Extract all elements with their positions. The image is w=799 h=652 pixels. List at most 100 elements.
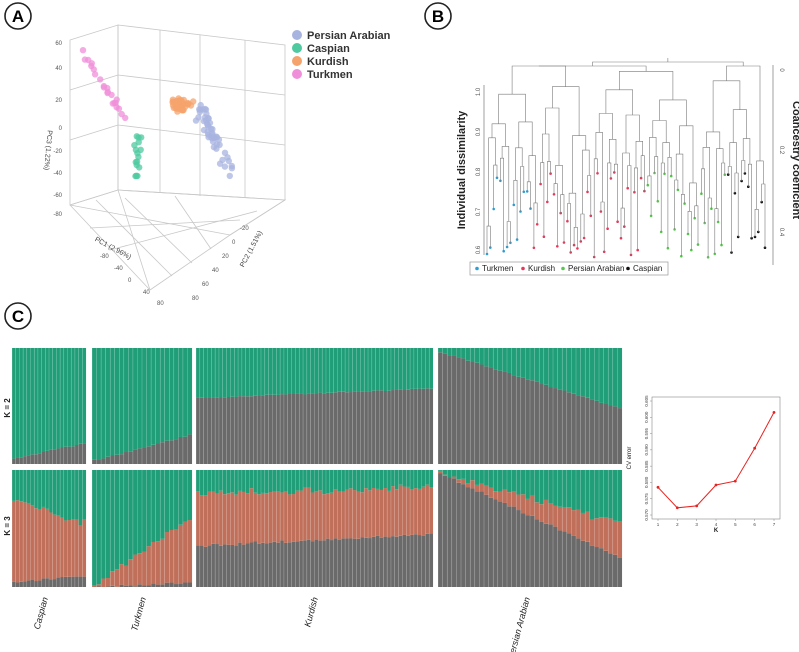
admix-bar-green — [566, 348, 572, 393]
admix-bar-gray — [589, 399, 595, 464]
admix-bar-orange — [234, 494, 239, 546]
admix-bar-green — [101, 348, 106, 459]
admix-bar-gray — [132, 449, 138, 464]
admix-bar-gray — [207, 397, 212, 464]
admix-bar-gray — [249, 542, 254, 587]
admix-bar-gray — [310, 541, 315, 587]
admix-bar-orange — [295, 490, 300, 542]
admix-bar-orange — [37, 509, 42, 581]
admix-bar-green — [207, 470, 212, 492]
admix-bar-gray — [516, 510, 521, 587]
admix-bar-green — [234, 348, 239, 397]
admix-bar-green — [41, 470, 46, 507]
admix-bar-green — [128, 470, 133, 560]
admix-bar-gray — [456, 482, 462, 587]
admix-bar-orange — [257, 494, 262, 544]
admix-bar-green — [585, 348, 590, 398]
admix-bar-orange — [571, 510, 577, 536]
admix-bar-gray — [287, 542, 292, 587]
admix-bar-orange — [451, 476, 457, 479]
admix-bar-green — [303, 348, 307, 395]
panel-c-letter: C — [12, 307, 24, 326]
admix-bar-green — [576, 348, 581, 396]
pca-points — [79, 47, 236, 180]
admix-bar-gray — [525, 515, 531, 587]
admix-bar-green — [474, 470, 480, 485]
admix-bar-gray — [110, 585, 115, 587]
admix-bar-orange — [132, 554, 138, 587]
pca-z-label: PC3 (1.22%) — [42, 130, 52, 171]
admix-bar-orange — [19, 501, 24, 582]
admix-bar-gray — [52, 579, 57, 587]
admix-bar-green — [164, 470, 170, 533]
pca-axis-ticks: 60 40 20 0 -20 -40 -60 -80 -80 -40 0 40 … — [53, 41, 249, 307]
admix-bar-gray — [146, 585, 152, 587]
y2-tick: 0.2 — [778, 146, 784, 155]
admix-bar-green — [548, 470, 554, 504]
admix-bar-green — [238, 348, 242, 397]
dendro-branch — [552, 86, 580, 136]
pca-point-turkmen — [79, 47, 87, 54]
admix-bar-gray — [390, 390, 395, 464]
admix-bar-green — [49, 470, 53, 513]
admix-bar-green — [566, 470, 572, 508]
admix-bar-gray — [257, 543, 262, 587]
admix-bar-green — [571, 470, 577, 511]
admix-bar-green — [137, 470, 143, 554]
admix-bar-gray — [360, 391, 365, 464]
admix-bar-green — [41, 348, 46, 452]
admix-bar-green — [493, 348, 498, 370]
admix-bar-green — [132, 348, 138, 450]
admix-bar-orange — [608, 518, 613, 554]
y-tick: 0 — [232, 240, 236, 246]
admix-bar-green — [295, 348, 300, 394]
z-tick: -60 — [53, 193, 62, 199]
admix-bar-orange — [356, 491, 361, 539]
admix-bar-orange — [461, 478, 466, 485]
admix-bar-orange — [497, 491, 503, 502]
admix-bar-green — [291, 348, 296, 394]
admix-bar-gray — [264, 394, 269, 464]
admix-bar-green — [114, 470, 120, 570]
admix-bar-gray — [12, 581, 16, 587]
admix-bar-green — [599, 470, 604, 518]
admix-bar-orange — [548, 503, 554, 525]
admix-bar-gray — [105, 456, 111, 464]
admix-bar-gray — [128, 451, 133, 464]
admix-bar-green — [187, 470, 193, 521]
admix-bar-green — [260, 470, 265, 493]
admix-bar-gray — [617, 408, 623, 464]
admix-bar-green — [56, 470, 61, 516]
admix-bar-gray — [211, 543, 216, 587]
admix-bar-green — [456, 470, 462, 480]
admix-bar-orange — [348, 488, 353, 539]
admix-bar-gray — [413, 388, 418, 464]
admix-bar-orange — [211, 491, 216, 544]
dendro-branch — [511, 65, 566, 95]
pca-legend: Persian Arabian Caspian Kurdish Turkmen — [292, 30, 391, 81]
group-label-persian-arabian: Persian Arabian — [506, 596, 532, 652]
admix-bar-gray — [442, 475, 448, 587]
admix-bar-gray — [406, 535, 411, 587]
admix-bar-gray — [310, 393, 315, 464]
admix-bar-green — [264, 348, 269, 395]
dendro-branch — [667, 157, 672, 249]
admix-bar-green — [283, 470, 288, 492]
dendro-branch — [582, 149, 590, 214]
admix-bar-green — [272, 470, 277, 491]
admix-bar-green — [398, 470, 403, 485]
pca-point-persian-arabian — [210, 143, 218, 151]
admix-bar-gray — [548, 524, 554, 587]
admix-bar-gray — [280, 394, 284, 464]
admix-bar-gray — [49, 579, 53, 587]
admix-bar-gray — [218, 545, 223, 587]
admix-bar-green — [52, 470, 57, 515]
admix-bar-green — [484, 348, 489, 367]
admix-bar-gray — [429, 533, 434, 587]
legend-swatch-persian-arabian — [292, 30, 302, 40]
admix-bar-orange — [101, 578, 106, 587]
admix-bar-gray — [511, 375, 517, 464]
admix-bar-gray — [203, 546, 208, 587]
admix-bar-gray — [257, 395, 262, 464]
admix-bar-gray — [576, 538, 581, 587]
